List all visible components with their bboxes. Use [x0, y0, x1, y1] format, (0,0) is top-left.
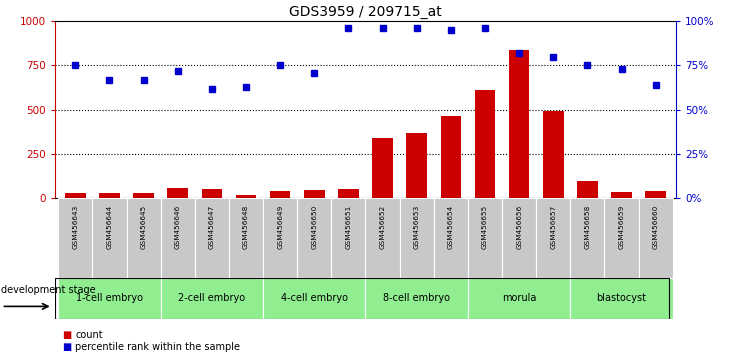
Text: GSM456653: GSM456653 — [414, 205, 420, 249]
Text: GSM456656: GSM456656 — [516, 205, 522, 249]
Bar — [543, 110, 564, 198]
Text: GSM456651: GSM456651 — [346, 205, 352, 249]
Bar — [468, 198, 502, 278]
Bar — [133, 193, 154, 198]
Bar — [229, 198, 263, 278]
Text: GSM456647: GSM456647 — [209, 205, 215, 249]
Bar — [263, 278, 366, 319]
Bar — [58, 278, 161, 319]
Bar — [372, 138, 393, 198]
Text: count: count — [75, 330, 103, 339]
Bar — [570, 198, 605, 278]
Bar — [263, 198, 298, 278]
Bar — [468, 278, 570, 319]
Bar — [577, 181, 598, 198]
Bar — [366, 198, 400, 278]
Text: 2-cell embryo: 2-cell embryo — [178, 293, 246, 303]
Text: 1-cell embryo: 1-cell embryo — [76, 293, 143, 303]
Text: development stage: development stage — [1, 285, 96, 295]
Bar — [202, 188, 222, 198]
Bar — [611, 192, 632, 198]
Bar — [331, 198, 366, 278]
Bar — [433, 198, 468, 278]
Text: GSM456650: GSM456650 — [311, 205, 317, 249]
Bar — [161, 198, 194, 278]
Bar — [338, 188, 359, 198]
Bar — [58, 198, 92, 278]
Text: GSM456660: GSM456660 — [653, 205, 659, 249]
Text: GSM456648: GSM456648 — [243, 205, 249, 249]
Bar — [236, 195, 257, 198]
Text: GSM456652: GSM456652 — [379, 205, 385, 249]
Text: GSM456655: GSM456655 — [482, 205, 488, 249]
Text: 4-cell embryo: 4-cell embryo — [281, 293, 348, 303]
Text: ■: ■ — [62, 330, 72, 339]
Bar — [270, 191, 290, 198]
Text: GSM456654: GSM456654 — [448, 205, 454, 249]
Bar — [406, 133, 427, 198]
Title: GDS3959 / 209715_at: GDS3959 / 209715_at — [289, 5, 442, 19]
Text: GSM456643: GSM456643 — [72, 205, 78, 249]
Text: GSM456658: GSM456658 — [584, 205, 591, 249]
Text: GSM456645: GSM456645 — [140, 205, 147, 249]
Bar — [194, 198, 229, 278]
Bar — [474, 90, 495, 198]
Bar — [298, 198, 331, 278]
Bar — [441, 116, 461, 198]
Bar — [366, 278, 468, 319]
Text: blastocyst: blastocyst — [596, 293, 646, 303]
Bar — [537, 198, 570, 278]
Bar — [570, 278, 673, 319]
Text: GSM456649: GSM456649 — [277, 205, 283, 249]
Text: 8-cell embryo: 8-cell embryo — [383, 293, 450, 303]
Bar — [304, 190, 325, 198]
Text: GSM456646: GSM456646 — [175, 205, 181, 249]
Bar — [502, 198, 537, 278]
Bar — [65, 193, 86, 198]
Bar — [126, 198, 161, 278]
Text: GSM456659: GSM456659 — [618, 205, 624, 249]
Text: morula: morula — [502, 293, 537, 303]
Bar — [605, 198, 639, 278]
Text: GSM456657: GSM456657 — [550, 205, 556, 249]
Bar — [509, 50, 529, 198]
Bar — [92, 198, 126, 278]
Text: GSM456644: GSM456644 — [107, 205, 113, 249]
Bar — [99, 193, 120, 198]
Bar — [400, 198, 433, 278]
Bar — [645, 191, 666, 198]
Bar — [161, 278, 263, 319]
Text: percentile rank within the sample: percentile rank within the sample — [75, 342, 240, 352]
Bar — [639, 198, 673, 278]
Bar — [167, 188, 188, 198]
Text: ■: ■ — [62, 342, 72, 352]
